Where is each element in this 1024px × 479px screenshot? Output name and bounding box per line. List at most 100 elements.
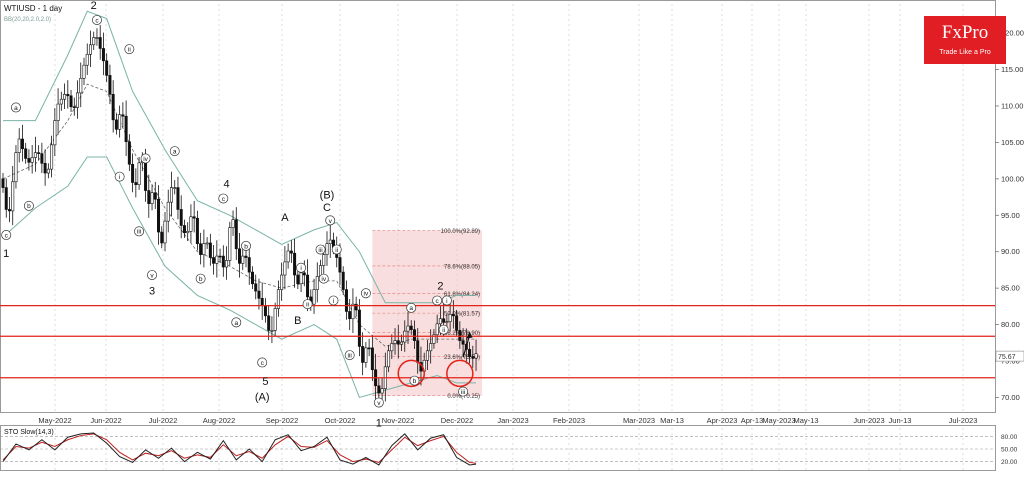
- candle-body: [244, 255, 248, 258]
- candle-body: [82, 64, 86, 79]
- candle-body: [53, 120, 57, 146]
- candle-body: [195, 217, 199, 244]
- candle-body: [127, 141, 131, 165]
- minor-wave-label: v: [150, 272, 154, 279]
- fxpro-logo: FxPro Trade Like a Pro: [924, 16, 1006, 64]
- candle-body: [231, 219, 235, 228]
- minor-wave-label: c: [95, 17, 99, 24]
- sto-d-line: [2, 433, 477, 464]
- candle-body: [108, 75, 112, 95]
- minor-wave-label: a: [14, 105, 18, 112]
- wave-label: B: [294, 315, 301, 327]
- brand-tagline: Trade Like a Pro: [939, 49, 991, 56]
- candle-body: [276, 289, 280, 309]
- candle-body: [20, 138, 24, 150]
- minor-wave-marker: [360, 288, 371, 299]
- candle-body: [344, 289, 348, 312]
- candle-body: [173, 187, 177, 189]
- candle-body: [137, 162, 141, 185]
- sto-k-line: [2, 432, 477, 466]
- candle-body: [445, 321, 449, 323]
- minor-wave-label: ii: [335, 247, 338, 254]
- candle-body: [202, 243, 206, 255]
- candle-body: [370, 347, 374, 371]
- main-panel-frame: [0, 0, 996, 413]
- candle-body: [150, 192, 154, 204]
- minor-wave-marker: [318, 273, 329, 284]
- candle-body: [442, 318, 446, 323]
- x-tick-label: Oct-2022: [325, 416, 356, 425]
- last-price-tag: [995, 350, 1024, 362]
- candle-body: [163, 220, 167, 244]
- sto-level-label: 20.00: [1001, 459, 1018, 466]
- minor-wave-marker: [344, 350, 355, 361]
- minor-wave-marker: [331, 244, 342, 255]
- sto-level-label: 80.00: [1001, 434, 1018, 441]
- brand-name: FxPro: [941, 22, 989, 43]
- minor-wave-marker: [124, 44, 135, 55]
- candle-body: [286, 250, 290, 263]
- candle-body: [114, 119, 118, 130]
- candle-body: [40, 153, 44, 164]
- candle-body: [85, 53, 89, 66]
- candle-body: [30, 157, 34, 163]
- minor-wave-label: iv: [321, 276, 326, 283]
- candle-body: [267, 315, 271, 331]
- candle-body: [296, 274, 300, 285]
- minor-wave-label: c: [5, 232, 9, 239]
- candle-body: [367, 347, 371, 350]
- candle-body: [147, 190, 151, 204]
- minor-wave-marker: [92, 15, 102, 25]
- candle-body: [144, 161, 148, 191]
- x-tick-label: Feb-2023: [553, 416, 585, 425]
- candle-body: [121, 114, 125, 117]
- candle-body: [169, 187, 173, 203]
- minor-wave-label: v: [329, 218, 333, 225]
- minor-wave-label: a: [234, 320, 238, 327]
- x-tick-label: Mar-13: [660, 416, 684, 425]
- minor-wave-label: i: [446, 298, 447, 305]
- candle-body: [131, 163, 135, 183]
- wave-label: 5: [262, 376, 268, 388]
- candle-body: [416, 340, 420, 363]
- candle-body: [111, 94, 115, 121]
- fib-level-label: 38.2%(78.90): [444, 331, 480, 337]
- minor-wave-marker: [134, 226, 145, 237]
- minor-wave-label: iii: [461, 389, 465, 396]
- y-tick-label: 115.00: [1001, 65, 1023, 74]
- minor-wave-label: iii: [318, 247, 322, 254]
- candle-body: [205, 242, 209, 245]
- candle-body: [225, 260, 229, 268]
- minor-wave-label: b: [244, 243, 248, 250]
- candle-body: [357, 309, 361, 347]
- candle-body: [306, 274, 310, 298]
- minor-wave-marker: [373, 397, 384, 408]
- candle-body: [160, 231, 164, 244]
- candle-body: [66, 94, 70, 97]
- minor-wave-label: ii: [128, 47, 131, 54]
- y-tick-label: 70.00: [1001, 393, 1020, 402]
- candle-body: [396, 340, 400, 345]
- fib-level-label: 50.0%(81.57): [444, 312, 480, 318]
- candle-body: [283, 261, 287, 276]
- candle-body: [238, 248, 242, 264]
- y-tick-label: 105.00: [1001, 138, 1024, 147]
- wave-label: A: [281, 212, 289, 224]
- y-tick-label: 100.00: [1001, 174, 1024, 183]
- x-tick-label: Jun-2022: [90, 416, 121, 425]
- candle-body: [270, 330, 274, 332]
- minor-wave-label: b: [27, 203, 31, 210]
- candle-body: [59, 98, 63, 105]
- candle-body: [92, 37, 96, 46]
- x-tick-label: Jun-2023: [853, 416, 884, 425]
- candle-body: [186, 231, 190, 234]
- candle-body: [315, 276, 319, 290]
- candle-body: [322, 254, 326, 266]
- candle-body: [380, 388, 384, 394]
- candle-body: [33, 152, 37, 158]
- x-tick-label: Jun-13: [889, 416, 912, 425]
- x-tick-label: Jan-2023: [497, 416, 528, 425]
- candle-body: [63, 94, 67, 100]
- candle-body: [247, 257, 251, 273]
- minor-wave-marker: [11, 102, 21, 113]
